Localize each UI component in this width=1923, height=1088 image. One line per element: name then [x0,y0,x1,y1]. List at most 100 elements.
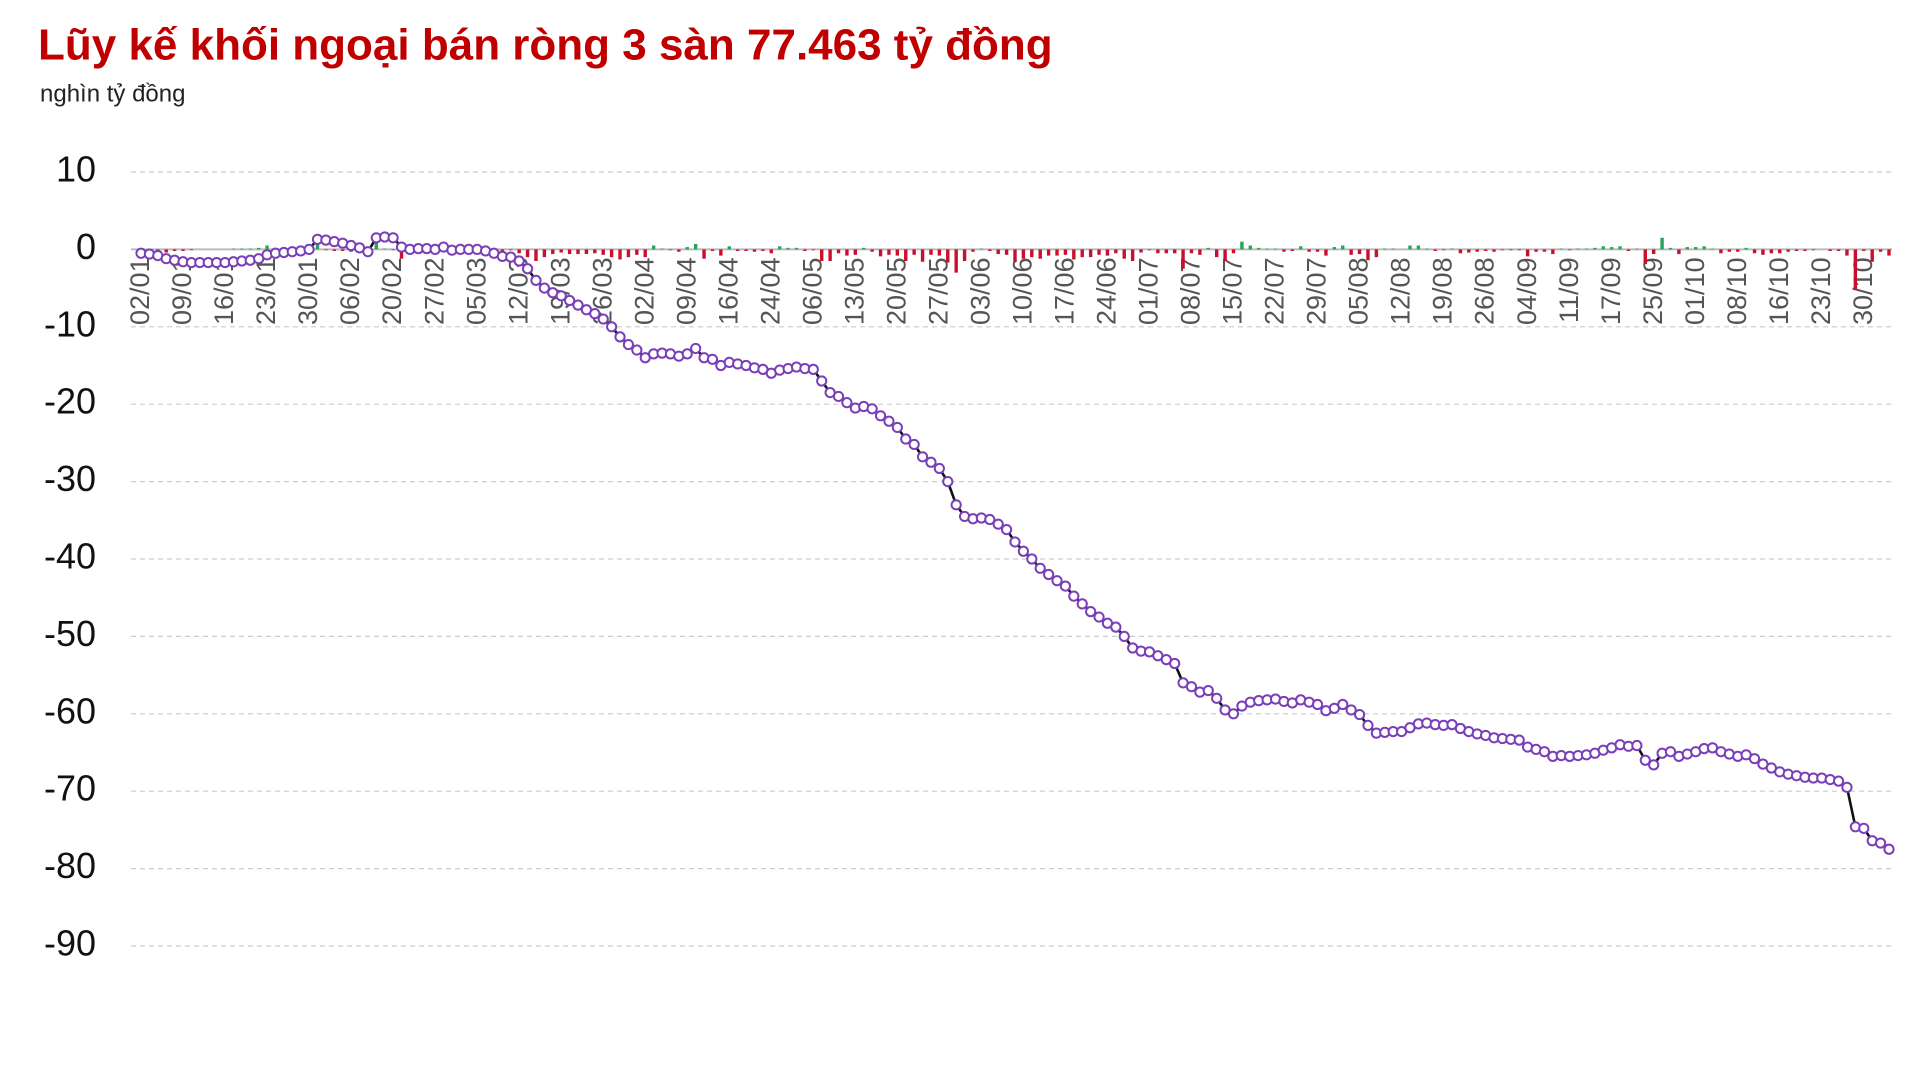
x-tick-label: 01/07 [1134,257,1164,325]
daily-bar [1450,248,1454,250]
daily-bar [1761,249,1765,255]
y-tick-label: 10 [56,149,96,190]
line-marker [900,433,912,445]
line-marker [1337,698,1349,711]
daily-bar [399,249,404,259]
x-tick-label: 29/07 [1302,257,1332,325]
daily-bar [643,249,647,258]
line-marker [942,476,954,488]
chart-subtitle: nghìn tỷ đồng [40,80,185,107]
daily-bar [862,247,866,250]
daily-bar [710,249,715,251]
line-marker [690,342,702,355]
daily-bar [1273,248,1278,250]
daily-bar [668,249,673,251]
x-tick-label: 11/09 [1554,257,1584,323]
daily-bar [1055,249,1059,256]
line-marker [1211,692,1223,704]
daily-bar [1265,248,1269,250]
daily-bar [1063,249,1068,255]
daily-bar [1551,249,1555,255]
daily-bar [1324,249,1328,256]
x-tick-label: 12/08 [1386,257,1416,325]
daily-bar [1156,249,1160,254]
line-marker [1538,746,1551,758]
line-marker [597,313,609,325]
line-marker [362,246,374,258]
x-tick-label: 17/09 [1596,257,1626,325]
line-marker [1883,843,1895,855]
daily-bar [1366,249,1370,261]
line-marker [841,397,853,409]
daily-bar [248,248,252,250]
line-marker [555,290,567,302]
daily-bar [979,248,984,250]
daily-bar [920,249,925,262]
daily-bar [256,247,261,250]
x-tick-label: 08/10 [1722,257,1752,325]
x-tick-label: 27/05 [923,257,953,325]
daily-bar [1097,249,1101,255]
x-tick-label: 01/10 [1680,257,1710,325]
line-marker [1345,704,1357,716]
line-marker [1185,681,1198,693]
daily-bar [1105,249,1110,256]
daily-bar [1668,247,1673,250]
line-marker [992,518,1004,530]
line-marker [1664,746,1677,758]
x-tick-label: 25/09 [1638,257,1668,325]
line-marker [1874,837,1887,849]
daily-bar [1752,249,1757,254]
line-marker [1639,754,1651,766]
x-tick-label: 22/07 [1260,257,1290,325]
y-tick-label: -30 [44,458,96,499]
daily-bar [836,249,841,254]
line-marker [631,344,643,356]
line-marker [1513,734,1525,746]
x-tick-label: 27/02 [419,257,449,325]
line-marker [589,308,601,320]
x-tick-label: 16/01 [209,257,239,325]
line-marker [1832,775,1845,787]
daily-bar [1542,249,1547,252]
daily-bar [895,249,900,256]
daily-bar [1198,249,1202,255]
daily-bar [1736,249,1740,252]
y-tick-label: -20 [44,381,96,422]
y-tick-label: -40 [44,536,96,577]
line-marker [563,294,576,307]
daily-bar [1147,249,1152,251]
daily-bar [1635,248,1639,250]
daily-bar [626,249,631,258]
daily-bar [1702,246,1706,250]
daily-bar [1651,249,1656,255]
daily-bar [828,249,832,262]
x-tick-label: 24/04 [755,257,785,325]
x-tick-label: 23/01 [251,257,281,325]
daily-bar [1887,249,1891,256]
daily-bar [164,249,168,253]
daily-bar [1609,247,1614,250]
daily-bar [651,245,656,250]
daily-bar [1509,249,1513,251]
daily-bar [685,247,689,250]
daily-bar [962,249,967,262]
line-marker [1631,739,1643,752]
x-tick-label: 06/02 [335,257,365,325]
line-marker [606,321,618,333]
daily-bar [786,247,790,250]
line-marker [908,438,920,451]
daily-bar [1248,245,1253,250]
daily-bar [517,249,521,254]
daily-bar [904,249,908,262]
line-marker [1009,536,1021,548]
line-marker [1034,562,1046,574]
daily-bar [609,249,614,258]
daily-bar [1172,249,1177,254]
line-marker [1026,553,1038,565]
daily-bar [181,249,185,251]
daily-bar [551,249,555,255]
daily-bar [1206,247,1210,250]
daily-bar [1433,249,1437,251]
line-marker [530,274,542,286]
